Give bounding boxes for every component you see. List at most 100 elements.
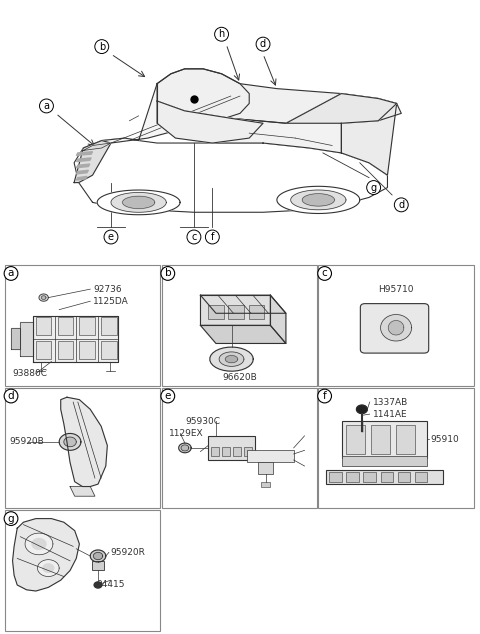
FancyBboxPatch shape <box>247 450 294 462</box>
FancyBboxPatch shape <box>371 425 390 454</box>
FancyBboxPatch shape <box>381 472 393 482</box>
Polygon shape <box>277 186 360 214</box>
Text: 96620B: 96620B <box>222 373 257 382</box>
Polygon shape <box>201 325 286 344</box>
Polygon shape <box>157 69 401 123</box>
Polygon shape <box>37 560 59 576</box>
FancyBboxPatch shape <box>342 456 427 466</box>
FancyBboxPatch shape <box>347 472 359 482</box>
Text: h: h <box>218 29 225 39</box>
Polygon shape <box>84 143 111 150</box>
FancyBboxPatch shape <box>222 447 230 456</box>
Text: H95710: H95710 <box>378 285 414 294</box>
Polygon shape <box>357 405 367 413</box>
FancyBboxPatch shape <box>58 317 73 335</box>
Text: a: a <box>44 101 49 111</box>
FancyBboxPatch shape <box>92 561 104 571</box>
FancyBboxPatch shape <box>363 472 376 482</box>
Polygon shape <box>210 347 253 371</box>
FancyBboxPatch shape <box>415 472 427 482</box>
Polygon shape <box>25 533 53 555</box>
Text: e: e <box>165 391 171 401</box>
Text: b: b <box>98 42 105 51</box>
FancyBboxPatch shape <box>244 447 252 456</box>
FancyBboxPatch shape <box>211 447 219 456</box>
Text: c: c <box>191 232 197 242</box>
Polygon shape <box>94 552 103 560</box>
FancyBboxPatch shape <box>326 470 443 484</box>
Polygon shape <box>20 321 33 356</box>
Text: f: f <box>211 232 214 242</box>
FancyBboxPatch shape <box>396 425 415 454</box>
Polygon shape <box>94 582 102 588</box>
FancyBboxPatch shape <box>208 305 224 320</box>
Polygon shape <box>74 141 111 183</box>
Polygon shape <box>90 550 106 562</box>
Polygon shape <box>212 119 341 153</box>
Polygon shape <box>181 445 189 451</box>
Polygon shape <box>157 101 263 143</box>
FancyBboxPatch shape <box>329 472 342 482</box>
Text: 94415: 94415 <box>96 581 125 590</box>
Polygon shape <box>302 194 335 206</box>
Polygon shape <box>64 437 76 447</box>
FancyBboxPatch shape <box>258 462 274 474</box>
Polygon shape <box>201 295 286 313</box>
FancyBboxPatch shape <box>36 341 51 359</box>
Polygon shape <box>12 519 79 591</box>
FancyBboxPatch shape <box>101 341 117 359</box>
Polygon shape <box>93 69 249 148</box>
Polygon shape <box>388 321 404 335</box>
FancyBboxPatch shape <box>347 425 365 454</box>
Text: 1337AB: 1337AB <box>373 398 408 406</box>
Text: 95920B: 95920B <box>10 437 44 446</box>
Polygon shape <box>201 295 270 325</box>
Polygon shape <box>43 564 54 573</box>
Polygon shape <box>97 190 180 215</box>
Polygon shape <box>76 171 88 174</box>
Polygon shape <box>286 94 396 123</box>
Text: 1129EX: 1129EX <box>169 429 204 438</box>
Polygon shape <box>39 294 48 301</box>
FancyBboxPatch shape <box>397 472 410 482</box>
Polygon shape <box>225 356 238 363</box>
Polygon shape <box>286 94 396 175</box>
FancyBboxPatch shape <box>342 422 427 458</box>
Text: b: b <box>165 268 171 278</box>
FancyBboxPatch shape <box>58 341 73 359</box>
Polygon shape <box>270 295 286 344</box>
Text: g: g <box>8 514 14 524</box>
Polygon shape <box>76 158 91 162</box>
FancyBboxPatch shape <box>101 317 117 335</box>
Polygon shape <box>41 296 46 299</box>
Polygon shape <box>122 196 155 209</box>
FancyBboxPatch shape <box>36 317 51 335</box>
Text: 1141AE: 1141AE <box>373 410 408 418</box>
Polygon shape <box>59 434 81 450</box>
Polygon shape <box>76 176 87 180</box>
Text: 92736: 92736 <box>93 285 122 294</box>
Polygon shape <box>219 352 244 366</box>
Polygon shape <box>32 538 46 550</box>
Text: d: d <box>398 200 404 210</box>
FancyBboxPatch shape <box>79 317 95 335</box>
Polygon shape <box>70 486 95 496</box>
FancyBboxPatch shape <box>79 341 95 359</box>
FancyBboxPatch shape <box>233 447 241 456</box>
Text: 93880C: 93880C <box>12 369 48 378</box>
FancyBboxPatch shape <box>208 436 255 460</box>
Text: e: e <box>108 232 114 242</box>
Text: c: c <box>322 268 327 278</box>
Polygon shape <box>291 190 346 210</box>
Polygon shape <box>179 443 191 453</box>
Text: d: d <box>260 39 266 49</box>
FancyBboxPatch shape <box>261 482 270 486</box>
Polygon shape <box>33 316 118 361</box>
Polygon shape <box>76 164 90 168</box>
Text: d: d <box>8 391 14 401</box>
Text: 95930C: 95930C <box>185 417 220 426</box>
Text: f: f <box>323 391 326 401</box>
Polygon shape <box>11 328 20 349</box>
Polygon shape <box>111 193 166 212</box>
FancyBboxPatch shape <box>228 305 244 320</box>
